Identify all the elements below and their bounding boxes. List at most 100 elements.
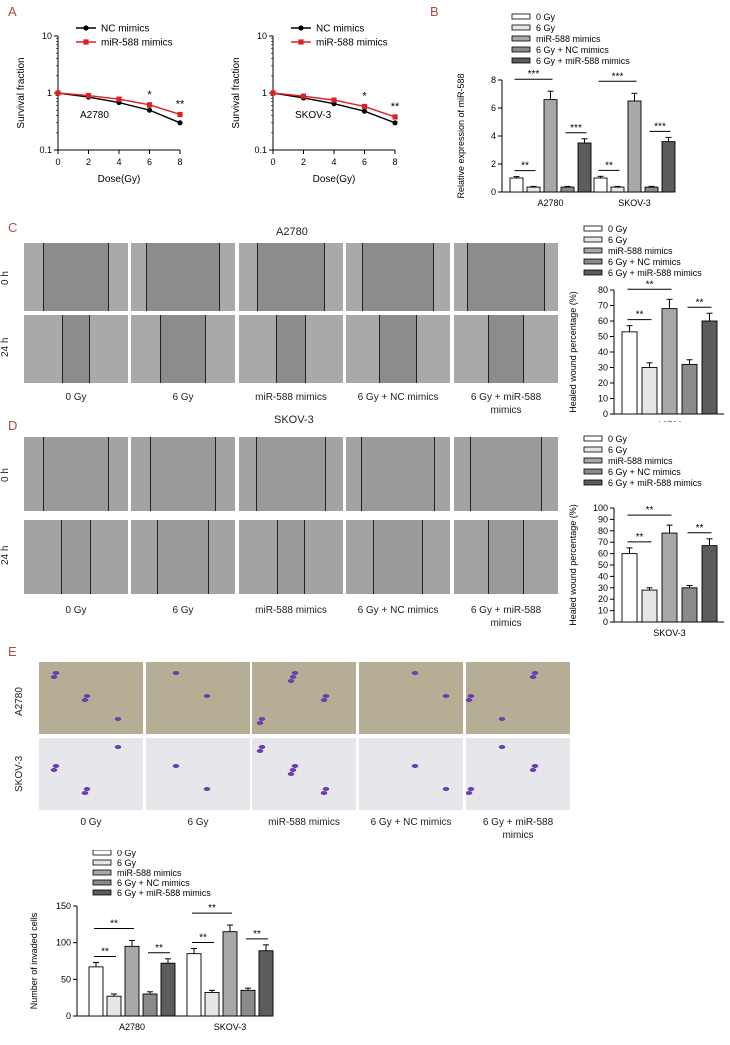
legend-swatch	[92, 889, 112, 896]
condition-label: 6 Gy	[172, 392, 194, 403]
y-tick-label: 10	[598, 606, 608, 616]
data-point-mir588	[55, 90, 61, 96]
scratch-image	[131, 315, 235, 383]
y-tick-label: 6	[491, 103, 496, 113]
bar	[577, 142, 592, 193]
cell-line-label: A2780	[80, 110, 109, 121]
bar	[543, 99, 558, 193]
significance-mark: **	[646, 505, 654, 516]
bar	[106, 995, 122, 1017]
scratch-image	[24, 243, 128, 311]
condition-label: 0 Gy	[65, 605, 87, 616]
data-point-mir588	[361, 103, 368, 110]
significance-mark: **	[636, 310, 644, 321]
y-axis-label: Survival fraction	[16, 57, 27, 128]
significance-mark: **	[253, 929, 261, 940]
y-tick-label: 0	[66, 1011, 71, 1021]
legend-label: 6 Gy	[117, 858, 137, 868]
y-tick-label: 80	[598, 285, 608, 295]
panel-letter-e: E	[8, 644, 17, 659]
panel-letter-d: D	[8, 418, 18, 433]
category-label: SKOV-3	[618, 198, 651, 208]
legend-label: miR-588 mimics	[608, 456, 673, 466]
migration-title-skov3: SKOV-3	[274, 414, 314, 426]
y-tick-label: 10	[257, 31, 267, 41]
legend-label: 6 Gy	[608, 235, 628, 245]
legend-swatch	[583, 236, 603, 243]
x-tick-label: 6	[362, 157, 367, 167]
y-tick-label: 0.1	[39, 145, 52, 155]
significance-mark: ***	[570, 123, 582, 134]
bar	[222, 931, 238, 1017]
row-label: 24 h	[0, 337, 11, 357]
scratch-image	[24, 437, 128, 511]
bar	[641, 589, 658, 623]
y-tick-label: 60	[598, 316, 608, 326]
bar	[160, 962, 176, 1017]
invasion-image	[466, 738, 570, 810]
y-tick-label: 50	[61, 974, 71, 984]
y-tick-label: 30	[598, 363, 608, 373]
condition-label: 0 Gy	[80, 817, 102, 828]
row-label: A2780	[14, 687, 25, 716]
bar	[661, 532, 678, 623]
legend-label: 6 Gy	[536, 23, 556, 33]
bar	[258, 950, 274, 1017]
legend-label: 6 Gy + NC mimics	[608, 467, 681, 477]
significance-mark: ***	[528, 69, 540, 80]
y-tick-label: 100	[593, 503, 608, 513]
legend-swatch	[511, 35, 531, 42]
significance-mark: *	[362, 90, 367, 102]
y-axis-label: Healed wound percentage (%)	[568, 504, 578, 626]
y-axis-label: Survival fraction	[231, 57, 242, 128]
y-tick-label: 70	[598, 537, 608, 547]
legend-label: 6 Gy	[608, 445, 628, 455]
scratch-image	[454, 437, 558, 511]
data-point-mir588	[300, 93, 307, 99]
legend-label: NC mimics	[101, 24, 149, 35]
legend-label: 0 Gy	[536, 12, 556, 22]
y-axis-label: Number of invaded cells	[29, 912, 39, 1009]
data-point-nc	[146, 107, 153, 113]
y-tick-label: 50	[598, 560, 608, 570]
legend-swatch	[511, 57, 531, 64]
y-tick-label: 40	[598, 571, 608, 581]
condition-label: 6 Gy	[187, 817, 209, 828]
invasion-image	[39, 662, 143, 734]
legend-label: 6 Gy + miR-588 mimics	[117, 888, 211, 898]
category-label: A2780	[537, 198, 563, 208]
y-tick-label: 50	[598, 332, 608, 342]
condition-label: 6 Gy + miR-588 mimics	[470, 605, 542, 629]
survival-chart-a2780: 0.1 1 10 0 2 4 6 8 Dose(Gy) Survival fraction A278…	[16, 24, 185, 186]
significance-mark: **	[176, 98, 185, 110]
legend-swatch	[92, 859, 112, 866]
legend-swatch	[583, 258, 603, 265]
row-label: 24 h	[0, 545, 11, 565]
legend-label: 6 Gy + miR-588 mimics	[608, 478, 702, 488]
row-label: 0 h	[0, 468, 11, 482]
scratch-image	[239, 520, 343, 594]
bar	[661, 308, 678, 415]
category-label: A2780	[119, 1022, 145, 1032]
category-label: SKOV-3	[653, 628, 686, 638]
legend-swatch	[583, 435, 603, 442]
legend-marker-mir588	[83, 39, 89, 45]
category-label: SKOV-3	[214, 1022, 247, 1032]
significance-mark: **	[208, 903, 216, 914]
data-point-mir588	[177, 111, 183, 118]
invasion-image	[359, 738, 463, 810]
legend-label: 6 Gy + NC mimics	[536, 45, 609, 55]
condition-label: 6 Gy + miR-588 mimics	[470, 392, 542, 416]
legend-swatch	[92, 879, 112, 886]
x-tick-label: 0	[55, 157, 60, 167]
row-label: 0 h	[0, 271, 11, 285]
y-tick-label: 40	[598, 347, 608, 357]
bar	[560, 186, 575, 193]
significance-mark: ***	[654, 121, 666, 132]
y-tick-label: 70	[598, 301, 608, 311]
y-tick-label: 20	[598, 378, 608, 388]
x-tick-label: 2	[301, 157, 306, 167]
significance-mark: **	[646, 279, 654, 290]
x-tick-label: 4	[116, 157, 121, 167]
